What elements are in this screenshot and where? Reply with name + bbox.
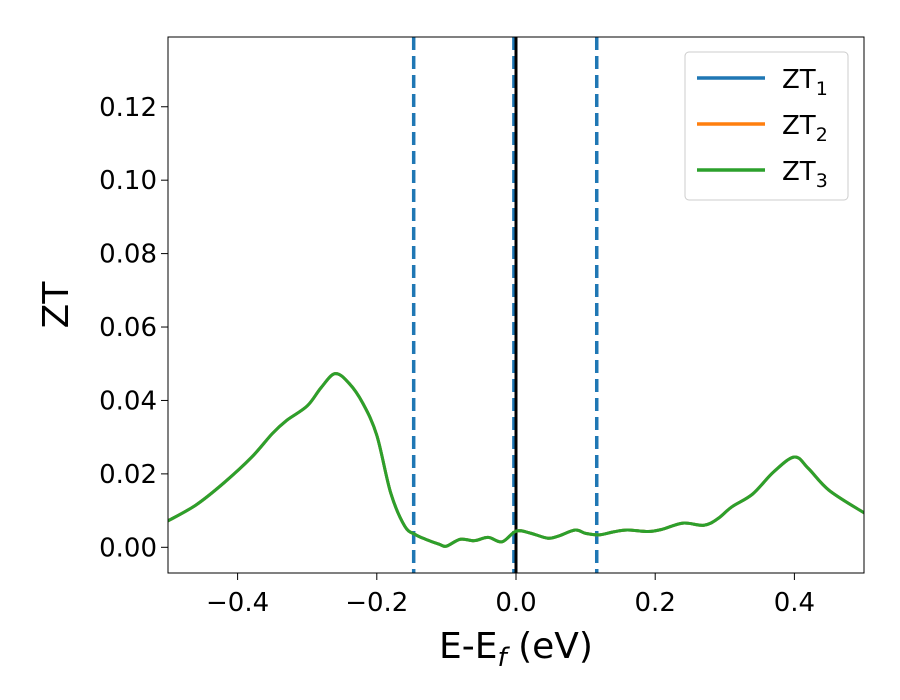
y-tick-label: 0.06 (99, 313, 157, 343)
y-tick-label: 0.12 (99, 93, 157, 123)
x-tick-label: −0.2 (345, 588, 408, 618)
x-axis-label: E-Ef (eV) (439, 626, 593, 673)
y-axis-ticks: 0.00 0.02 0.04 0.06 0.08 0.10 0.12 (99, 93, 168, 563)
y-axis-label: ZT (36, 281, 77, 329)
y-tick-label: 0.02 (99, 460, 157, 490)
vertical-lines (411, 37, 599, 573)
series-lines (168, 372, 864, 548)
legend: ZT1 ZT2 ZT3 (684, 51, 849, 201)
y-tick-label: 0.00 (99, 533, 157, 563)
legend-label-zt1: ZT1 (782, 65, 828, 100)
x-tick-label: 0.2 (635, 588, 676, 618)
y-tick-label: 0.08 (99, 240, 157, 270)
x-tick-label: 0.0 (495, 588, 536, 618)
series-line-zt3 (168, 372, 864, 548)
x-tick-label: −0.4 (206, 588, 269, 618)
y-tick-label: 0.04 (99, 386, 157, 416)
plot-area (167, 36, 865, 574)
legend-box (684, 51, 849, 201)
legend-label-zt2: ZT2 (782, 111, 828, 146)
x-tick-label: 0.4 (774, 588, 815, 618)
x-axis-ticks: −0.4 −0.2 0.0 0.2 0.4 (206, 573, 815, 618)
y-tick-label: 0.10 (99, 166, 157, 196)
legend-label-zt3: ZT3 (782, 157, 828, 192)
